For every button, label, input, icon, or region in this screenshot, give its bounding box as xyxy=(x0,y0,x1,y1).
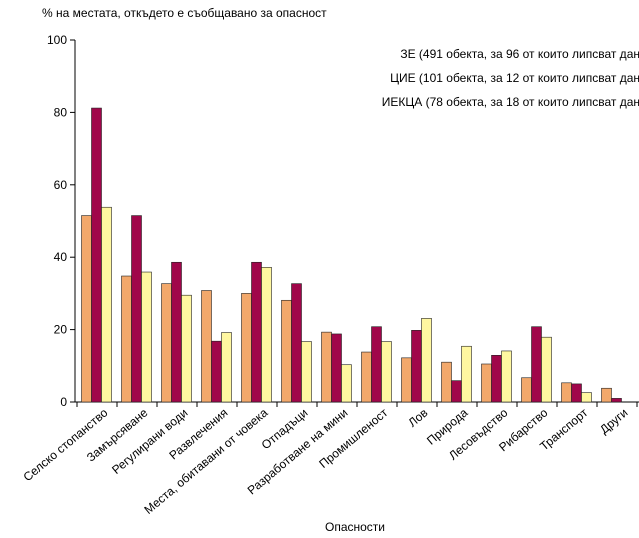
bar xyxy=(251,261,262,403)
bar xyxy=(81,215,92,403)
bar xyxy=(441,361,452,403)
bar xyxy=(91,107,102,403)
bar xyxy=(491,355,502,403)
bar xyxy=(571,383,582,403)
y-tick-label: 60 xyxy=(54,178,68,192)
bar xyxy=(221,332,232,403)
legend-entry: ИЕКЦА (78 обекта, за 18 от които липсват… xyxy=(382,95,639,109)
x-axis-title: Опасности xyxy=(324,520,385,534)
bar xyxy=(461,345,472,403)
x-tick-label: Други xyxy=(597,406,630,437)
bar xyxy=(481,363,492,403)
y-axis-title: % на местата, откъдето е съобщавано за о… xyxy=(42,6,327,20)
bar xyxy=(501,350,512,403)
bar xyxy=(601,387,612,403)
bar xyxy=(341,364,352,403)
bar xyxy=(581,392,592,403)
bar xyxy=(291,283,302,403)
bar xyxy=(301,341,312,403)
bar xyxy=(141,271,152,403)
y-tick-label: 20 xyxy=(54,323,68,337)
bar xyxy=(381,341,392,403)
bar xyxy=(161,283,172,403)
bar xyxy=(541,336,552,403)
y-tick-label: 0 xyxy=(60,395,67,409)
bar xyxy=(171,261,182,403)
bar xyxy=(401,357,412,403)
bar xyxy=(371,326,382,403)
x-tick-label: Промишленост xyxy=(316,405,391,471)
legend-entry: ЦИЕ (101 обекта, за 12 от които липсват … xyxy=(390,71,639,85)
bar xyxy=(531,326,542,403)
bar xyxy=(131,215,142,403)
x-tick-label: Лов xyxy=(405,406,430,430)
legend-entry: ЗЕ (491 обекта, за 96 от които липсват д… xyxy=(400,47,639,61)
bar xyxy=(321,331,332,403)
bar xyxy=(211,340,222,403)
bar xyxy=(101,206,112,403)
bar xyxy=(331,333,342,403)
bar xyxy=(261,267,272,403)
bar xyxy=(411,330,422,403)
bar xyxy=(451,380,462,403)
y-tick-label: 100 xyxy=(47,33,67,47)
bar xyxy=(281,299,292,403)
y-tick-label: 40 xyxy=(54,250,68,264)
bar xyxy=(181,294,192,403)
bar xyxy=(421,318,432,403)
bar xyxy=(241,293,252,403)
bar xyxy=(201,290,212,403)
bar xyxy=(521,377,532,403)
bar xyxy=(121,275,132,403)
bar xyxy=(611,398,622,403)
bar xyxy=(361,351,372,403)
y-tick-label: 80 xyxy=(54,105,68,119)
bar xyxy=(561,382,572,403)
